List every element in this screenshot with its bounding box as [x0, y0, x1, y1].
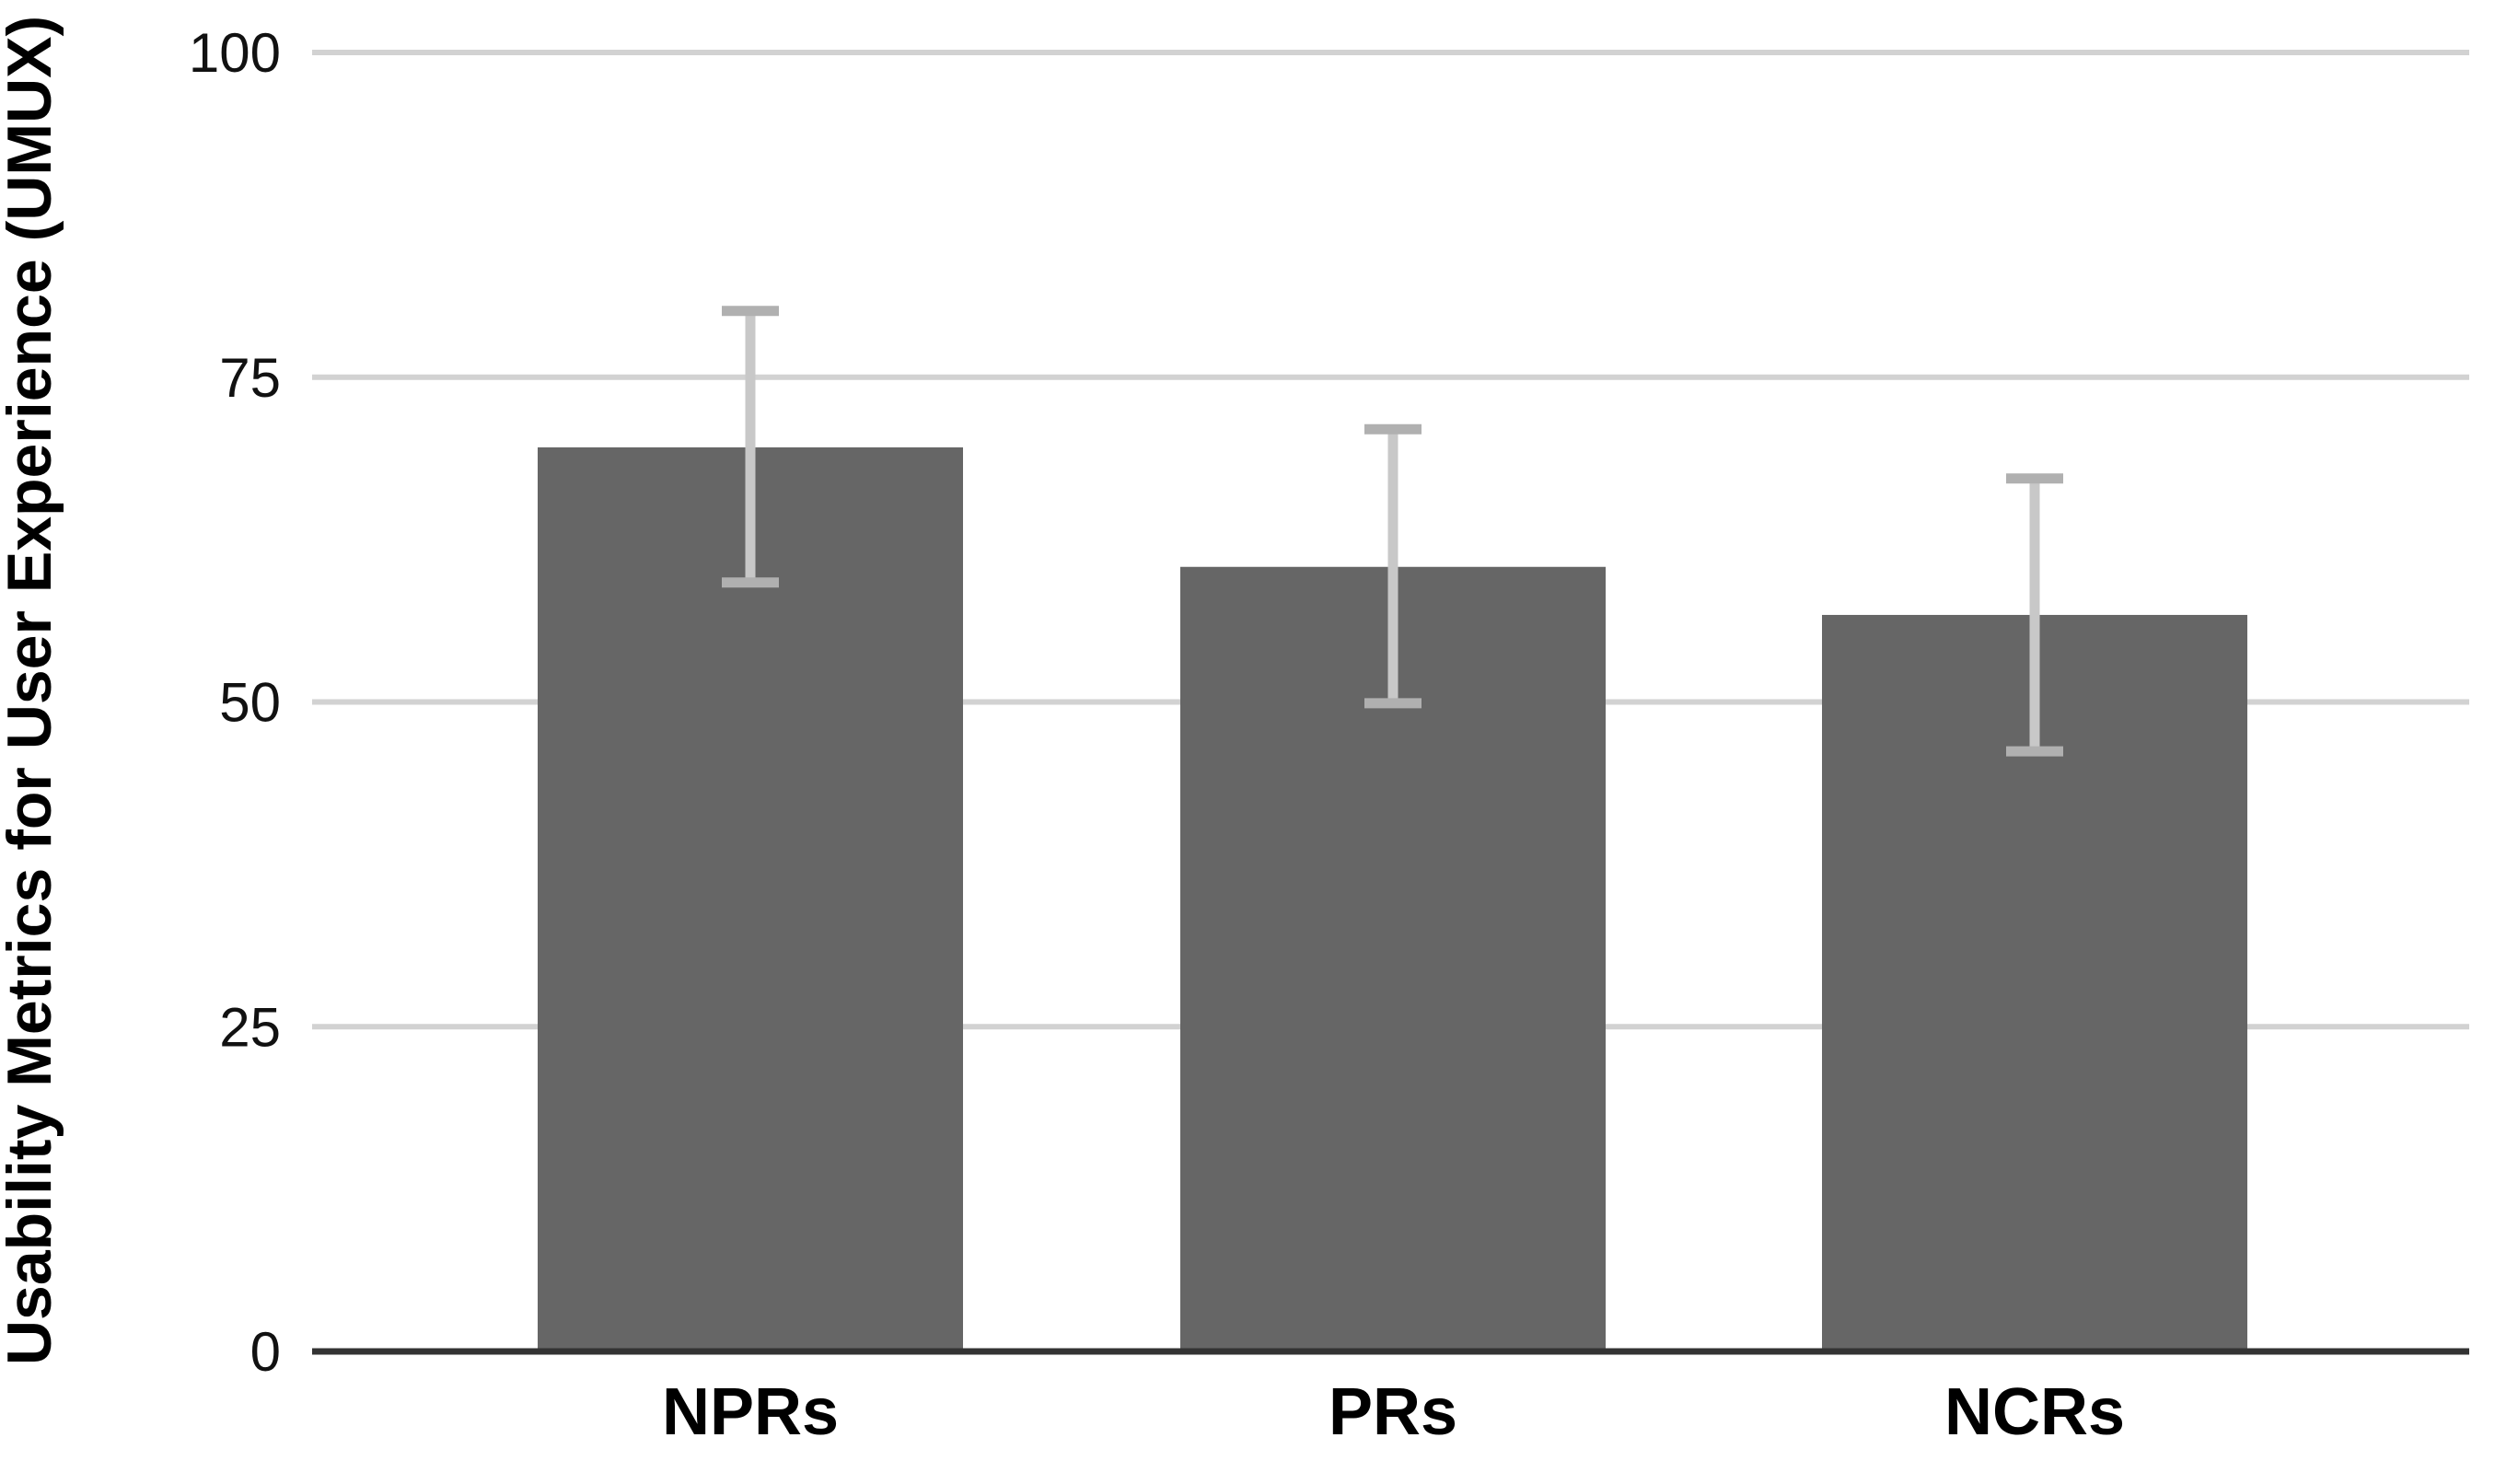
- error-bar-layer: [722, 306, 2063, 757]
- x-category-label-PRs: PRs: [1329, 1375, 1457, 1449]
- tick-label-layer: 0 25 50 75 100: [189, 22, 281, 1383]
- y-axis-title: Usability Metrics for User Experience (U…: [0, 16, 64, 1365]
- bar-NPRs: [538, 446, 963, 1352]
- category-label-layer: NPRs PRs NCRs: [662, 1375, 2125, 1449]
- y-tick-label-50: 50: [219, 672, 281, 734]
- x-category-label-NCRs: NCRs: [1944, 1375, 2125, 1449]
- y-tick-label-100: 100: [189, 22, 281, 84]
- y-tick-label-25: 25: [219, 996, 281, 1058]
- y-tick-label-75: 75: [219, 347, 281, 409]
- x-category-label-NPRs: NPRs: [662, 1375, 839, 1449]
- y-tick-label-0: 0: [250, 1321, 281, 1383]
